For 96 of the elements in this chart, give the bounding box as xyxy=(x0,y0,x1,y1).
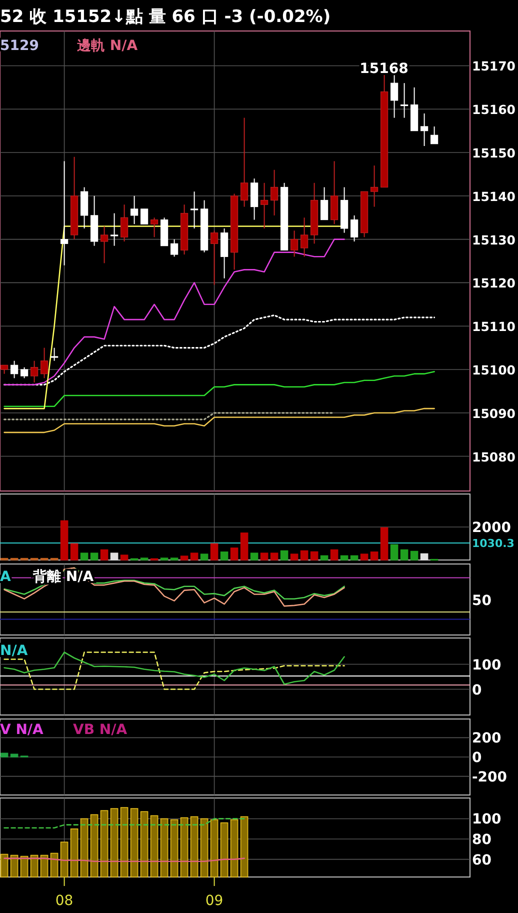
y-tick-label: 15150 xyxy=(472,146,516,161)
bar xyxy=(200,554,208,560)
line-series xyxy=(4,371,435,408)
y-tick-label: 2000 xyxy=(472,520,512,536)
annotation: 15168 xyxy=(360,61,408,77)
y-tick-label: 15160 xyxy=(472,102,516,118)
candlestick xyxy=(400,82,408,118)
y-tick-label: 15170 xyxy=(472,58,516,74)
bar xyxy=(300,550,308,560)
bar xyxy=(210,543,218,560)
bar xyxy=(340,555,348,560)
bar xyxy=(230,548,238,560)
bar xyxy=(350,555,358,560)
candlestick xyxy=(330,160,338,225)
candlestick xyxy=(150,217,158,238)
text: 50 xyxy=(472,593,492,609)
candlestick xyxy=(350,214,358,242)
line-series xyxy=(4,238,345,386)
bar xyxy=(110,552,118,560)
bar xyxy=(120,554,128,560)
candlestick xyxy=(40,347,48,379)
bar xyxy=(400,549,408,560)
y-tick-label: 15080 xyxy=(472,449,516,464)
bar xyxy=(390,544,398,560)
annotation: VB N/A xyxy=(73,722,128,738)
candlestick xyxy=(250,178,258,220)
candlestick xyxy=(100,226,108,264)
line-series xyxy=(4,408,435,434)
candlestick xyxy=(290,230,298,258)
bar xyxy=(260,552,268,560)
candlestick xyxy=(20,366,28,379)
candlestick xyxy=(10,360,18,379)
annotation: 邊軌 N/A xyxy=(77,38,138,54)
candlestick xyxy=(390,74,398,118)
y-tick-label: -200 xyxy=(472,769,508,786)
candlestick xyxy=(130,195,138,225)
bar xyxy=(70,543,78,560)
bar xyxy=(80,552,88,560)
y-tick-label: 60 xyxy=(472,852,492,868)
y-tick-label: 100 xyxy=(472,812,502,828)
y-tick-label: 0 xyxy=(472,750,482,766)
bar xyxy=(270,552,278,560)
candlestick xyxy=(110,212,118,246)
bar xyxy=(370,552,378,560)
candlestick xyxy=(210,230,218,286)
line-series xyxy=(4,314,436,386)
candlestick xyxy=(60,160,68,266)
y-tick-label: 80 xyxy=(472,832,492,848)
candlestick xyxy=(270,169,278,216)
bar xyxy=(290,554,298,560)
candlestick xyxy=(430,126,438,144)
x-tick-label: 09 xyxy=(205,893,224,909)
candlestick xyxy=(120,204,128,242)
y-tick-label: 200 xyxy=(472,730,502,747)
chart-title: 52 收 15152↓點 量 66 口 -3 (-0.02%) xyxy=(0,7,331,27)
candlestick xyxy=(240,117,248,208)
candlestick xyxy=(320,186,328,220)
candlestick xyxy=(370,165,378,208)
ref-line-label: 1030.3 xyxy=(472,537,514,550)
bar xyxy=(250,552,258,560)
bar xyxy=(320,555,328,560)
candlestick xyxy=(170,238,178,258)
bar xyxy=(380,527,388,560)
bar xyxy=(420,553,428,560)
candlestick xyxy=(30,360,38,384)
y-tick-label: 0 xyxy=(472,682,482,698)
bar xyxy=(60,520,68,560)
y-tick-label: 100 xyxy=(472,657,502,674)
y-tick-label: 15130 xyxy=(472,232,516,248)
candlestick xyxy=(220,228,228,279)
bar xyxy=(100,549,108,560)
annotation: 5129 xyxy=(0,38,39,54)
x-tick-label: 08 xyxy=(55,893,74,909)
candlestick xyxy=(300,217,308,258)
y-tick-label: 15120 xyxy=(472,276,516,291)
bar xyxy=(280,550,288,560)
bar xyxy=(330,549,338,560)
bar xyxy=(410,550,418,560)
bar xyxy=(360,554,368,560)
candlestick xyxy=(260,182,268,229)
y-tick-label: 15090 xyxy=(472,406,516,421)
annotation: N/A xyxy=(0,643,28,659)
bar xyxy=(90,552,98,560)
candlestick xyxy=(140,208,148,225)
bar xyxy=(180,556,188,560)
candlestick xyxy=(50,347,58,362)
y-tick-label: 15100 xyxy=(472,362,516,378)
candlestick xyxy=(420,112,428,146)
candlestick xyxy=(80,186,88,229)
bar xyxy=(240,532,248,560)
y-tick-label: 15140 xyxy=(472,188,516,204)
bar xyxy=(190,552,198,560)
bar xyxy=(310,551,318,560)
candlestick xyxy=(190,191,198,229)
y-tick-label: 15110 xyxy=(472,319,516,334)
bar xyxy=(220,552,228,560)
